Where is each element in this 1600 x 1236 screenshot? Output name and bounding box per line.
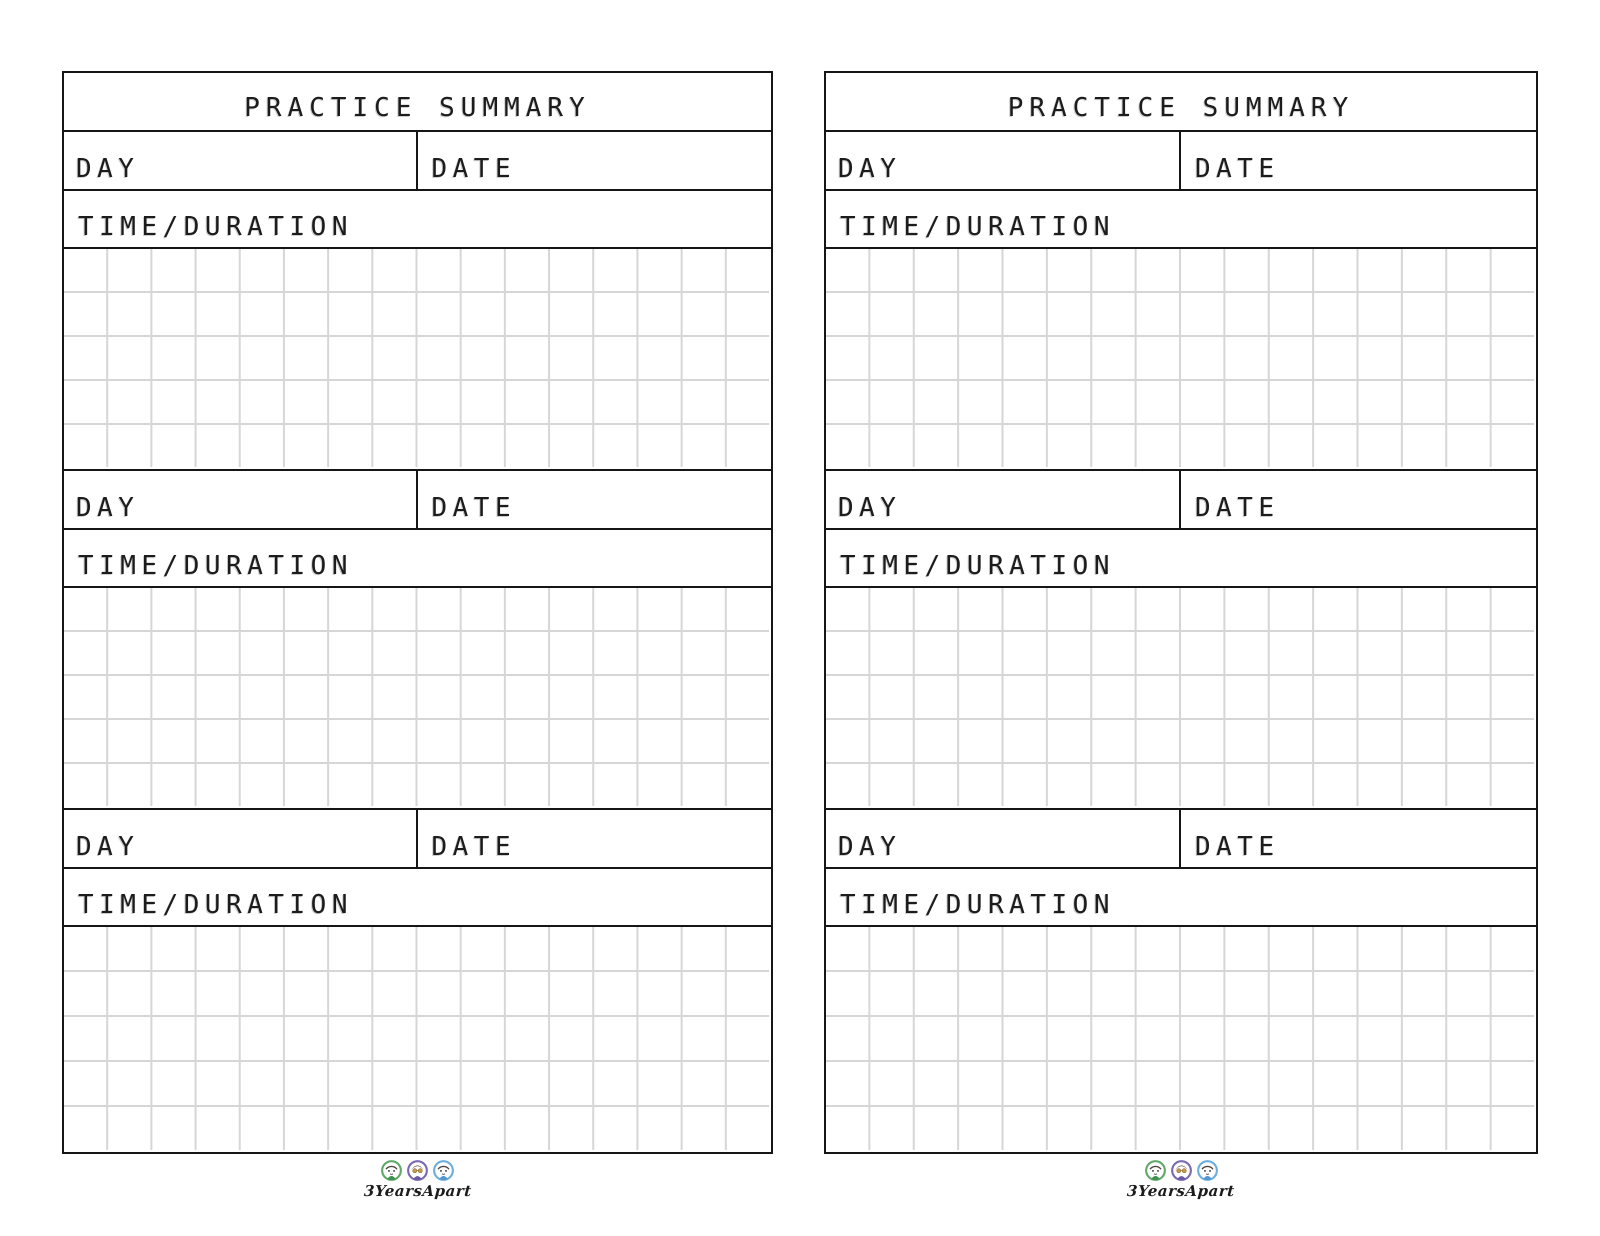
day-field: DAY bbox=[826, 810, 1181, 867]
time-duration-field: TIME/DURATION bbox=[64, 191, 771, 249]
time-duration-label: TIME/DURATION bbox=[78, 212, 353, 242]
day-date-row: DAY DATE bbox=[64, 471, 771, 530]
page-title: PRACTICE SUMMARY bbox=[1007, 93, 1355, 123]
form-title-row: PRACTICE SUMMARY bbox=[826, 73, 1536, 132]
date-field: DATE bbox=[418, 132, 772, 189]
practice-entry-section-1: DAY DATE TIME/DURATION bbox=[64, 132, 771, 471]
brand-logo-icons bbox=[381, 1160, 454, 1181]
date-label: DATE bbox=[1195, 492, 1280, 523]
notes-grid bbox=[826, 588, 1536, 810]
practice-entry-section-3: DAY DATE TIME/DURATION bbox=[64, 810, 771, 1152]
day-date-row: DAY DATE bbox=[826, 810, 1536, 869]
date-label: DATE bbox=[431, 831, 517, 862]
date-field: DATE bbox=[1181, 471, 1536, 528]
kid-avatar-purple-icon bbox=[407, 1160, 428, 1181]
time-duration-field: TIME/DURATION bbox=[64, 869, 771, 927]
page-title: PRACTICE SUMMARY bbox=[244, 93, 591, 123]
kid-avatar-green-icon bbox=[381, 1160, 402, 1181]
day-date-row: DAY DATE bbox=[64, 810, 771, 869]
practice-entry-section-2: DAY DATE TIME/DURATION bbox=[64, 471, 771, 810]
time-duration-label: TIME/DURATION bbox=[840, 890, 1115, 920]
day-field: DAY bbox=[826, 471, 1181, 528]
date-label: DATE bbox=[431, 492, 517, 523]
day-label: DAY bbox=[76, 492, 140, 523]
brand-name: 3YearsApart bbox=[363, 1182, 472, 1200]
time-duration-field: TIME/DURATION bbox=[826, 869, 1536, 927]
kid-avatar-green-icon bbox=[1144, 1160, 1166, 1181]
day-field: DAY bbox=[826, 132, 1181, 189]
notes-grid bbox=[64, 588, 771, 810]
date-field: DATE bbox=[418, 471, 772, 528]
date-field: DATE bbox=[1181, 810, 1536, 867]
date-field: DATE bbox=[418, 810, 772, 867]
practice-entry-section-2: DAY DATE TIME/DURATION bbox=[826, 471, 1536, 810]
practice-entry-section-3: DAY DATE TIME/DURATION bbox=[826, 810, 1536, 1152]
kid-avatar-purple-icon bbox=[1170, 1160, 1192, 1181]
day-date-row: DAY DATE bbox=[64, 132, 771, 191]
practice-summary-form: PRACTICE SUMMARY DAY DATE TIME/DURATION … bbox=[62, 71, 773, 1154]
notes-grid bbox=[64, 249, 771, 471]
brand-logo: 3YearsApart bbox=[824, 1160, 1538, 1200]
kid-avatar-blue-icon bbox=[433, 1160, 454, 1181]
day-label: DAY bbox=[76, 153, 140, 184]
day-field: DAY bbox=[64, 471, 418, 528]
time-duration-label: TIME/DURATION bbox=[78, 890, 353, 920]
notes-grid bbox=[64, 927, 771, 1152]
day-field: DAY bbox=[64, 132, 418, 189]
time-duration-label: TIME/DURATION bbox=[840, 551, 1115, 581]
practice-summary-form: PRACTICE SUMMARY DAY DATE TIME/DURATION … bbox=[824, 71, 1538, 1154]
brand-logo: 3YearsApart bbox=[62, 1160, 773, 1200]
brand-name: 3YearsApart bbox=[1126, 1182, 1236, 1200]
time-duration-label: TIME/DURATION bbox=[78, 551, 353, 581]
notes-grid bbox=[826, 927, 1536, 1152]
time-duration-field: TIME/DURATION bbox=[826, 530, 1536, 588]
date-label: DATE bbox=[431, 153, 517, 184]
date-field: DATE bbox=[1181, 132, 1536, 189]
day-date-row: DAY DATE bbox=[826, 471, 1536, 530]
practice-summary-page-left: PRACTICE SUMMARY DAY DATE TIME/DURATION … bbox=[62, 71, 773, 1200]
time-duration-label: TIME/DURATION bbox=[840, 212, 1115, 242]
day-label: DAY bbox=[76, 831, 140, 862]
form-title-row: PRACTICE SUMMARY bbox=[64, 73, 771, 132]
kid-avatar-blue-icon bbox=[1196, 1160, 1218, 1181]
day-date-row: DAY DATE bbox=[826, 132, 1536, 191]
date-label: DATE bbox=[1195, 831, 1280, 862]
day-label: DAY bbox=[838, 831, 902, 862]
day-field: DAY bbox=[64, 810, 418, 867]
practice-summary-page-right: PRACTICE SUMMARY DAY DATE TIME/DURATION … bbox=[824, 71, 1538, 1200]
time-duration-field: TIME/DURATION bbox=[64, 530, 771, 588]
brand-logo-icons bbox=[1144, 1160, 1218, 1181]
notes-grid bbox=[826, 249, 1536, 471]
date-label: DATE bbox=[1195, 153, 1280, 184]
day-label: DAY bbox=[838, 492, 902, 523]
day-label: DAY bbox=[838, 153, 902, 184]
time-duration-field: TIME/DURATION bbox=[826, 191, 1536, 249]
practice-entry-section-1: DAY DATE TIME/DURATION bbox=[826, 132, 1536, 471]
